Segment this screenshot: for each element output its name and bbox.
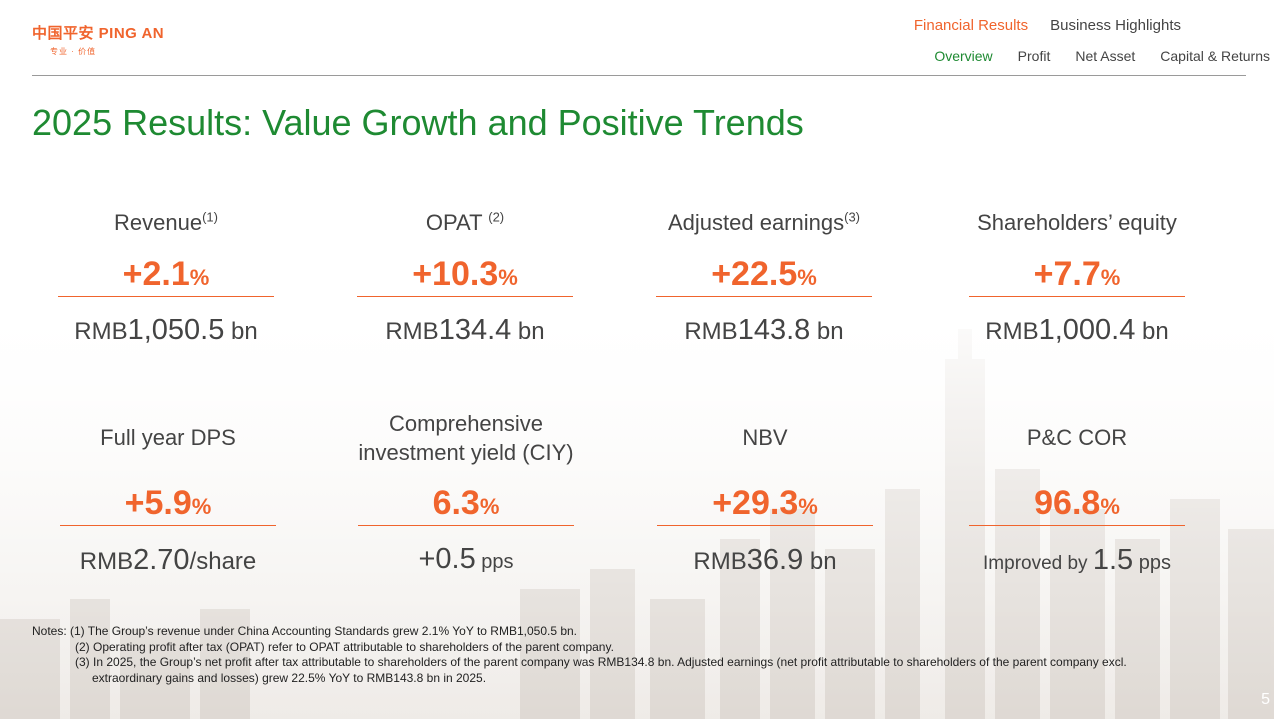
metric-divider	[969, 296, 1185, 297]
nav-overview[interactable]: Overview	[934, 48, 993, 64]
metric-change: +2.1	[122, 255, 190, 293]
metric-divider	[58, 296, 274, 297]
metric-divider	[357, 296, 573, 297]
header-divider	[32, 75, 1246, 76]
metric-value-unit: bn	[1135, 318, 1169, 345]
footnotes: Notes: (1) The Group’s revenue under Chi…	[32, 624, 1248, 686]
metric-card-opat: OPAT (2) +10.3% RMB134.4 bn	[357, 208, 573, 347]
metric-value-prefix: RMB	[985, 318, 1039, 345]
metric-value-unit: bn	[803, 548, 837, 575]
metric-value-unit: bn	[224, 318, 258, 345]
metric-value: 143.8	[737, 314, 811, 346]
metric-value: 1,050.5	[127, 314, 225, 346]
metric-label: Adjusted earnings	[667, 210, 845, 235]
metric-card-pc-cor: P&C COR 96.8% Improved by 1.5 pps	[969, 423, 1185, 577]
metric-value-unit: bn	[810, 318, 844, 345]
metric-card-revenue: Revenue(1) +2.1% RMB1,050.5 bn	[58, 208, 274, 347]
metric-change: +29.3	[712, 484, 799, 522]
metric-change: 96.8	[1034, 484, 1101, 522]
metric-label: Full year DPS	[100, 425, 236, 450]
metric-change-unit: %	[797, 265, 817, 290]
metric-label: Shareholders’ equity	[977, 210, 1177, 235]
metric-change: +7.7	[1033, 255, 1101, 293]
metric-value-unit: bn	[511, 318, 545, 345]
metric-note: (3)	[844, 209, 860, 225]
nav-financial-results[interactable]: Financial Results	[913, 17, 1029, 34]
metric-divider	[60, 525, 276, 526]
metric-change-unit: %	[189, 265, 210, 290]
metric-label: Revenue	[114, 210, 203, 235]
metric-value: 1,000.4	[1038, 314, 1136, 346]
page-title: 2025 Results: Value Growth and Positive …	[32, 102, 804, 143]
metric-divider	[657, 525, 873, 526]
metric-change-unit: %	[1100, 494, 1120, 519]
metric-divider	[969, 525, 1185, 526]
metric-label-line1: Comprehensive	[388, 411, 544, 436]
nav-capital-returns[interactable]: Capital & Returns	[1160, 48, 1270, 64]
logo-wordmark: 中国平安 PING AN	[32, 25, 165, 42]
metric-change: +22.5	[711, 255, 798, 293]
metric-card-nbv: NBV +29.3% RMB36.9 bn	[657, 423, 873, 577]
metric-label: NBV	[742, 425, 788, 450]
metric-card-dps: Full year DPS +5.9% RMB2.70/share	[60, 423, 276, 577]
footnote-2: (2) Operating profit after tax (OPAT) re…	[75, 639, 614, 654]
metric-change: 6.3	[432, 484, 480, 522]
metric-card-adjusted-earnings: Adjusted earnings(3) +22.5% RMB143.8 bn	[656, 208, 872, 347]
metric-value: 2.70	[133, 544, 190, 576]
metric-card-ciy: Comprehensive investment yield (CIY) 6.3…	[358, 409, 574, 576]
metric-label-line2: investment yield (CIY)	[358, 440, 574, 465]
metric-value-prefix: RMB	[684, 318, 738, 345]
metric-divider	[358, 525, 574, 526]
metric-value-prefix: RMB	[693, 548, 747, 575]
metric-note: (2)	[488, 209, 505, 225]
page-number: 5	[1261, 691, 1270, 708]
secondary-nav: Overview Profit Net Asset Capital & Retu…	[934, 48, 1270, 64]
nav-business-highlights[interactable]: Business Highlights	[1050, 17, 1181, 34]
metric-change-unit: %	[1100, 265, 1121, 290]
metric-change-unit: %	[479, 494, 500, 519]
metric-note: (1)	[202, 209, 218, 225]
metric-value-unit: /share	[189, 548, 257, 575]
ping-an-logo: 中国平安 PING AN 专业 · 价值	[32, 22, 164, 57]
footnote-3: (3) In 2025, the Group’s net profit afte…	[75, 655, 1127, 669]
metric-value-prefix: RMB	[79, 548, 134, 575]
metric-value: 36.9	[746, 544, 804, 576]
metric-change-unit: %	[798, 494, 818, 519]
logo-tagline: 专业 · 价值	[50, 47, 97, 56]
metric-card-shareholders-equity: Shareholders’ equity +7.7% RMB1,000.4 bn	[969, 208, 1185, 347]
metric-change-unit: %	[191, 494, 212, 519]
metric-value: 1.5	[1092, 544, 1134, 576]
metric-divider	[656, 296, 872, 297]
metric-value: +0.5	[418, 543, 476, 575]
nav-profit[interactable]: Profit	[1017, 48, 1051, 64]
metric-label: OPAT	[425, 210, 489, 235]
footnote-3-continued: extraordinary gains and losses) grew 22.…	[92, 670, 487, 685]
metric-change: +10.3	[412, 255, 499, 293]
metric-label: P&C COR	[1026, 425, 1128, 450]
metric-value: 134.4	[438, 314, 512, 346]
metric-change-unit: %	[498, 265, 518, 290]
metric-change: +5.9	[124, 484, 192, 522]
metric-value-unit: pps	[475, 551, 514, 573]
primary-nav: Financial Results Business Highlights	[914, 17, 1181, 34]
metric-value-prefix: Improved by	[983, 553, 1093, 574]
nav-net-asset[interactable]: Net Asset	[1075, 48, 1136, 64]
metric-value-prefix: RMB	[74, 318, 128, 345]
metric-value-prefix: RMB	[385, 318, 439, 345]
metric-value-unit: pps	[1133, 552, 1171, 574]
footnote-1: Notes: (1) The Group’s revenue under Chi…	[32, 624, 578, 638]
